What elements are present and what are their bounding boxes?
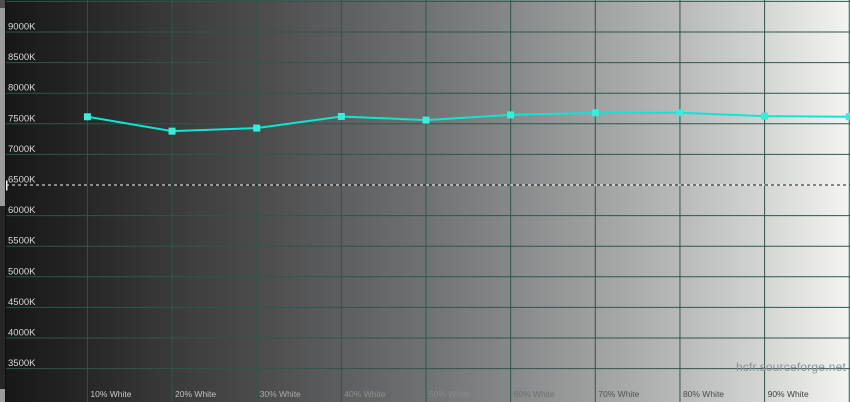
x-axis-tick-label: 20% White xyxy=(175,389,216,399)
x-axis-tick-label: 10% White xyxy=(90,389,131,399)
y-axis-tick-label: 8000K xyxy=(8,83,36,94)
y-axis-tick-label: 6500K xyxy=(8,175,36,186)
y-axis-tick-label: 7000K xyxy=(8,144,36,155)
x-axis-tick-label: 30% White xyxy=(260,389,301,399)
y-axis-tick-label: 5500K xyxy=(8,236,36,247)
data-point-marker xyxy=(591,109,599,117)
y-axis-tick-label: 6000K xyxy=(8,205,36,216)
data-point-marker xyxy=(253,124,261,132)
scrollbar-thumb[interactable] xyxy=(0,8,5,206)
y-axis-tick-label: 7500K xyxy=(8,113,36,124)
y-axis-tick-label: 5000K xyxy=(8,266,36,277)
x-axis-tick-label: 80% White xyxy=(683,389,724,399)
data-point-marker xyxy=(845,113,850,121)
data-point-marker xyxy=(422,116,430,124)
y-axis-tick-label: 4000K xyxy=(8,328,36,339)
scrollbar-bottom xyxy=(0,389,5,402)
y-axis-tick-label: 3500K xyxy=(8,358,36,369)
left-scrollbar xyxy=(0,0,6,402)
y-axis-tick-label: 8500K xyxy=(8,52,36,63)
data-point-marker xyxy=(761,112,769,120)
y-axis-tick-label: 4500K xyxy=(8,297,36,308)
x-axis-tick-label: 60% White xyxy=(514,389,555,399)
data-point-marker xyxy=(676,109,684,117)
x-axis-tick-label: 40% White xyxy=(344,389,385,399)
scrollbar-top-cap xyxy=(0,0,5,8)
scrollbar-track[interactable] xyxy=(0,206,5,389)
x-axis-tick-label: 50% White xyxy=(429,389,470,399)
x-axis-tick-label: 70% White xyxy=(598,389,639,399)
watermark: hcfr.sourceforge.net xyxy=(735,360,846,374)
y-axis-tick-label: 9000K xyxy=(8,22,36,33)
data-point-marker xyxy=(337,112,345,120)
data-point-marker xyxy=(507,111,515,119)
color-temperature-curve xyxy=(87,111,850,133)
data-point-marker xyxy=(168,127,176,135)
x-axis-tick-label: 90% White xyxy=(768,389,809,399)
data-point-marker xyxy=(83,113,91,121)
